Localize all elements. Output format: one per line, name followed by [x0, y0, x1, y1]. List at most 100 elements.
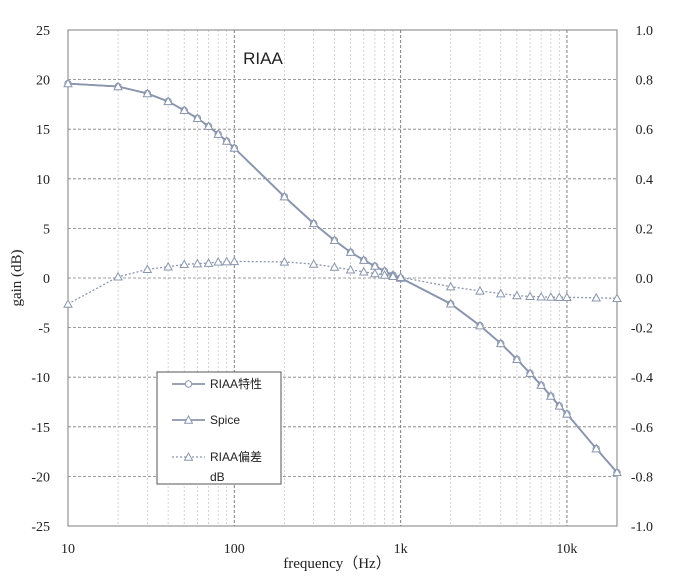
- y2-tick-label: 1.0: [636, 24, 654, 39]
- data-point: [329, 262, 340, 271]
- data-point: [179, 259, 190, 269]
- legend-marker: [184, 380, 193, 388]
- data-point: [203, 121, 214, 130]
- data-point: [192, 258, 203, 268]
- data-point: [358, 266, 369, 276]
- series-2: [63, 78, 622, 477]
- x-axis-title: frequency（Hz）: [283, 555, 390, 572]
- data-point: [308, 259, 319, 268]
- data-point: [213, 256, 224, 266]
- data-point: [221, 256, 232, 266]
- data-point: [279, 256, 290, 266]
- grid: [68, 30, 617, 526]
- y2-tick-label: 0.8: [636, 74, 654, 89]
- data-point: [525, 368, 535, 377]
- legend-label-line2: dB: [210, 470, 225, 484]
- y2-tick-label: -0.6: [631, 421, 653, 436]
- data-point: [113, 271, 123, 281]
- data-point: [113, 81, 123, 91]
- y2-tick-label: -0.8: [631, 470, 653, 485]
- data-point: [229, 256, 240, 266]
- series-layer: [63, 78, 622, 477]
- data-point: [279, 191, 290, 201]
- data-point: [221, 136, 232, 145]
- y-tick-label: -15: [31, 421, 50, 436]
- x-axis: 10 100 1k 10k: [61, 542, 577, 557]
- data-point: [554, 292, 565, 302]
- data-point: [445, 281, 456, 291]
- x-tick-label: 10k: [556, 542, 577, 557]
- chart-title: RIAA: [243, 49, 283, 68]
- y2-tick-label: 0.4: [636, 173, 654, 188]
- data-point: [142, 264, 153, 274]
- y-tick-label: -25: [31, 520, 50, 535]
- data-point: [142, 88, 153, 98]
- data-point: [395, 272, 406, 281]
- y-axis-right: 1.0 0.8 0.6 0.4 0.2 0.0 -0.2 -0.4 -0.6 -0.8 -1.0: [631, 24, 653, 535]
- series-line: [67, 260, 618, 305]
- x-tick-label: 1k: [394, 542, 408, 557]
- data-point: [163, 96, 173, 106]
- y2-tick-label: 0.0: [636, 272, 654, 287]
- y2-tick-label: 0.6: [636, 123, 654, 138]
- x-tick-label: 10: [61, 542, 75, 557]
- data-point: [229, 143, 240, 152]
- data-point: [475, 320, 485, 330]
- legend-box: [156, 371, 282, 485]
- data-point: [591, 443, 602, 453]
- data-point: [179, 105, 190, 115]
- y-tick-label: 25: [36, 24, 50, 39]
- data-point: [308, 218, 319, 228]
- series-3: [63, 256, 622, 308]
- data-point: [512, 354, 522, 364]
- legend-label: RIAA偏差: [210, 449, 262, 464]
- y-tick-label: 20: [36, 74, 50, 89]
- data-point: [545, 391, 556, 400]
- data-point: [554, 400, 565, 410]
- y-axis-title: gain (dB): [9, 249, 25, 306]
- data-point: [63, 78, 73, 88]
- y2-tick-label: -0.4: [631, 371, 653, 386]
- data-point: [379, 269, 390, 279]
- legend-label: RIAA特性: [210, 376, 262, 391]
- data-point: [370, 268, 380, 278]
- y2-tick-label: -0.2: [631, 322, 653, 337]
- legend: RIAA特性 Spice RIAA偏差 dB: [156, 371, 282, 485]
- plot-area-border: [67, 29, 618, 527]
- data-point: [192, 113, 203, 122]
- data-point: [388, 271, 398, 280]
- data-point: [358, 255, 369, 264]
- data-point: [445, 298, 456, 308]
- legend-label: Spice: [210, 413, 240, 427]
- data-point: [562, 292, 572, 302]
- legend-items: RIAA特性 Spice RIAA偏差 dB: [172, 376, 262, 484]
- x-tick-label: 100: [224, 542, 245, 557]
- y-tick-label: 15: [36, 123, 50, 138]
- data-point: [203, 258, 214, 267]
- data-point: [213, 129, 224, 138]
- y-axis-left: 25 20 15 10 5 0 -5 -10 -15 -20 -25: [31, 24, 50, 535]
- data-point: [591, 292, 602, 302]
- y-tick-label: 10: [36, 173, 50, 188]
- data-point: [495, 288, 506, 298]
- y2-tick-label: -1.0: [631, 520, 653, 535]
- legend-marker: [183, 414, 194, 424]
- data-point: [536, 291, 547, 301]
- data-point: [329, 235, 340, 245]
- y-tick-label: -5: [38, 322, 50, 337]
- data-point: [612, 293, 622, 303]
- data-point: [63, 299, 73, 308]
- y-tick-label: -10: [31, 371, 50, 386]
- y-tick-label: 0: [43, 272, 50, 287]
- data-point: [495, 338, 506, 348]
- data-point: [562, 408, 572, 418]
- data-point: [345, 264, 356, 274]
- data-point: [163, 261, 173, 271]
- data-point: [545, 292, 556, 301]
- data-point: [345, 247, 356, 256]
- data-point: [612, 467, 622, 477]
- legend-marker: [183, 451, 194, 461]
- data-point: [536, 380, 547, 389]
- data-point: [525, 291, 535, 301]
